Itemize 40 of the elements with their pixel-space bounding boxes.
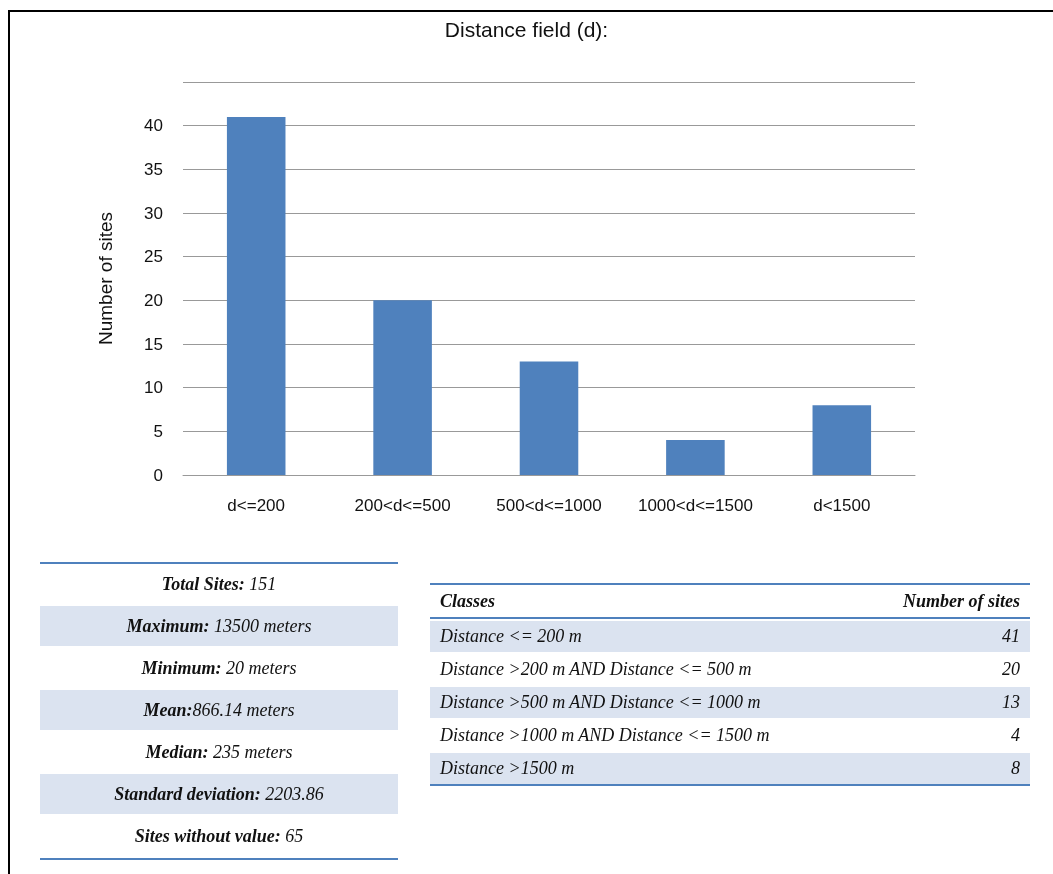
category-label: Distance >500 m AND Distance <= 1000 m [440,691,761,714]
text: Maximum: 13500 meters [40,606,398,646]
y-tick-label: 15 [144,334,163,354]
y-tick-label: 25 [144,247,163,267]
text: Number of sites [903,590,1020,613]
text: Median: 235 meters [144,741,294,764]
bar [666,440,725,475]
text: Mean:866.14 meters [40,690,398,730]
x-tick-label: 500<d<=1000 [496,496,602,515]
category-label: Distance >200 m AND Distance <= 500 m [440,658,752,681]
bar [226,116,286,475]
data-label: 13 [1002,691,1020,714]
text: Standard deviation: 2203.86 [40,774,398,814]
y-tick-label: 40 [144,116,163,136]
bar [373,300,432,475]
bar [812,405,872,475]
y-tick-label: 0 [153,465,163,485]
data-label: 4 [1011,724,1020,747]
data-label: 8 [1011,757,1020,780]
category-label: Distance <= 200 m [440,625,582,648]
data-label: 41 [1002,625,1020,648]
y-axis-title: Number of sites [95,211,116,346]
x-tick-label: d<=200 [227,496,286,515]
chart-title: Distance field (d): [444,18,609,41]
y-tick-label: 30 [144,203,163,223]
category-label: Distance >1500 m [440,757,575,780]
bar [519,361,579,475]
category-label: Distance >1000 m AND Distance <= 1500 m [440,724,770,747]
y-tick-label: 10 [144,378,163,398]
x-tick-label: 1000<d<=1500 [637,496,753,515]
text: Classes [440,590,496,613]
text: Total Sites: 151 [160,573,278,596]
x-tick-label: 200<d<=500 [354,496,451,515]
data-label: 20 [1002,658,1020,681]
text: Sites without value: 65 [133,825,305,848]
y-tick-label: 5 [153,421,163,441]
y-tick-label: 35 [144,159,163,179]
y-tick-label: 20 [144,290,163,310]
text: Minimum: 20 meters [140,657,298,680]
x-tick-label: d<1500 [813,496,871,515]
